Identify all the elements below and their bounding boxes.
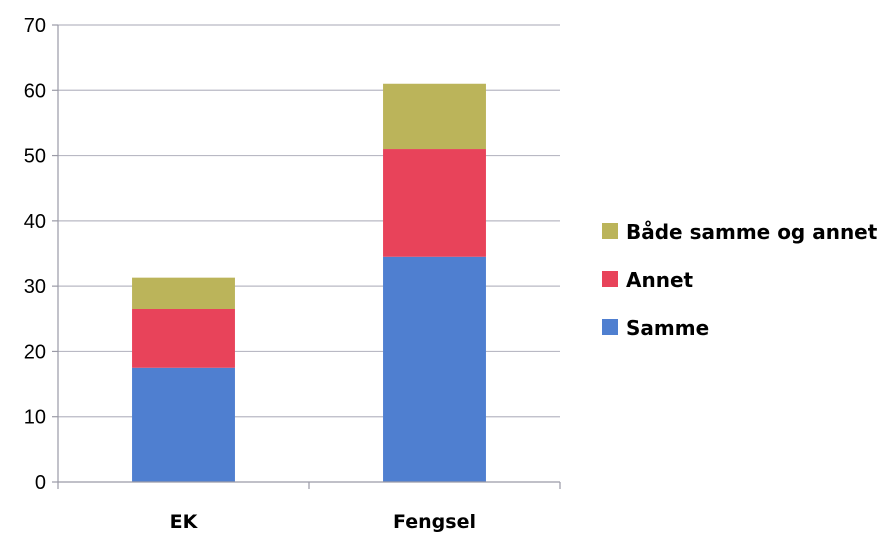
y-tick-label: 70 [24,15,46,37]
x-category-label: Fengsel [393,511,476,533]
legend-swatch [602,319,618,335]
y-tick-label: 30 [24,276,46,298]
y-tick-label: 20 [24,341,46,363]
x-axis-labels: EK Fengsel [170,511,476,533]
legend-swatch [602,223,618,239]
legend-label: Både samme og annet [626,220,878,244]
y-tick-label: 0 [35,472,46,494]
legend-label: Annet [626,268,694,292]
bar-annet-fengsel [383,149,486,257]
bars [132,83,486,482]
legend: Både samme og annet Annet Samme [602,220,878,340]
y-tick-label: 50 [24,146,46,168]
bar-b-de-samme-og-annet-fengsel [383,83,486,150]
y-tick-label: 40 [24,211,46,233]
bar-annet-ek [132,308,235,368]
legend-swatch [602,271,618,287]
bar-b-de-samme-og-annet-ek [132,277,235,309]
y-tick-label: 60 [24,80,46,102]
bar-samme-fengsel [383,256,486,482]
axes [57,25,561,489]
legend-label: Samme [626,316,709,340]
x-category-label: EK [170,511,199,533]
bar-samme-ek [132,367,235,482]
y-axis-ticks: 0 10 20 30 40 50 60 70 [24,15,58,494]
y-tick-label: 10 [24,407,46,429]
